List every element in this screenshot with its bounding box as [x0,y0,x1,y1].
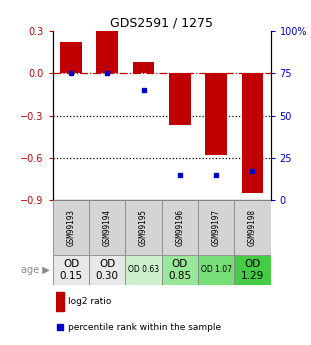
Text: GSM99197: GSM99197 [212,209,220,246]
Bar [242,73,263,193]
Bar [198,255,234,285]
Text: OD 0.63: OD 0.63 [128,265,159,275]
Bar [205,73,227,155]
Text: GSM99196: GSM99196 [175,209,184,246]
Bar [198,200,234,255]
Text: OD
1.29: OD 1.29 [241,259,264,281]
Title: GDS2591 / 1275: GDS2591 / 1275 [110,17,213,30]
Bar [234,255,271,285]
Bar [89,200,125,255]
Bar [169,73,191,126]
Text: GSM99198: GSM99198 [248,209,257,246]
Text: age ▶: age ▶ [21,265,50,275]
Text: OD
0.15: OD 0.15 [59,259,83,281]
Text: GSM99195: GSM99195 [139,209,148,246]
Bar [53,255,89,285]
Bar [162,200,198,255]
Text: OD 1.07: OD 1.07 [201,265,232,275]
Bar [89,255,125,285]
Bar [133,62,155,73]
Bar [60,42,82,73]
Text: OD
0.30: OD 0.30 [96,259,119,281]
Bar [234,200,271,255]
Text: log2 ratio: log2 ratio [68,297,111,306]
Bar [96,31,118,73]
Text: GSM99194: GSM99194 [103,209,112,246]
Bar [125,255,162,285]
Bar [56,292,64,310]
Bar [53,200,89,255]
Bar [162,255,198,285]
Text: percentile rank within the sample: percentile rank within the sample [68,323,221,332]
Text: OD
0.85: OD 0.85 [168,259,192,281]
Text: GSM99193: GSM99193 [67,209,76,246]
Bar [125,200,162,255]
